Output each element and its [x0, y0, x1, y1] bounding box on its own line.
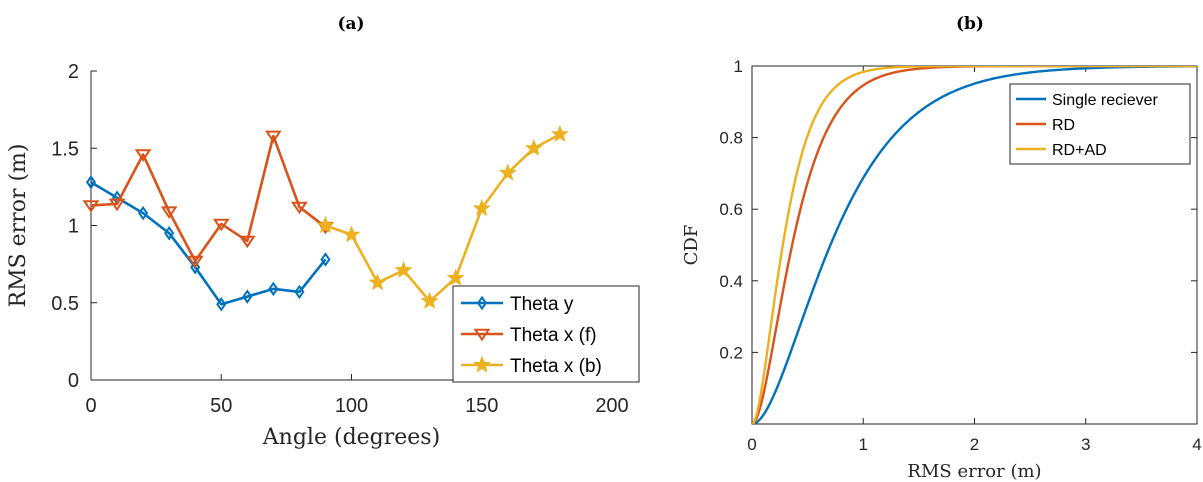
series-line-2 — [90, 134, 327, 263]
data-point-marker — [216, 297, 227, 312]
data-point-marker — [238, 235, 256, 249]
data-point-marker — [294, 284, 305, 300]
y-tick-label: 0.5 — [51, 293, 79, 315]
legend: Theta y Theta x (f) Theta x (b) — [452, 285, 640, 383]
data-point-marker — [498, 163, 517, 181]
data-point-marker — [242, 289, 253, 304]
data-point-marker — [268, 281, 279, 297]
legend-entry-label: RD+AD — [1052, 142, 1107, 159]
y-tick-label: 1 — [734, 57, 743, 76]
series-line-1 — [90, 181, 327, 306]
data-point-marker — [212, 218, 230, 232]
data-point-marker — [108, 198, 126, 212]
panel-b-label: (b) — [956, 14, 984, 34]
data-point-marker — [264, 130, 282, 144]
y-axis-label: CDF — [681, 225, 702, 266]
legend-entry-label: Single reciever — [1052, 92, 1159, 109]
x-tick-label: 3 — [1081, 435, 1090, 454]
chart-b: 0 1 2 3 4 0.2 0.4 0.6 0.8 1 RMS error (m) CDF Single… — [681, 57, 1202, 482]
y-axis-label: RMS error (m) — [6, 144, 31, 308]
x-tick-label: 0 — [85, 395, 96, 417]
data-point-marker — [472, 199, 491, 217]
x-tick-label: 1 — [859, 435, 868, 454]
legend-entry-label: RD — [1052, 117, 1075, 134]
y-tick-label: 0.8 — [719, 129, 743, 148]
legend-entry-label: Theta x (f) — [510, 325, 597, 346]
y-tick-label: 0.2 — [719, 343, 743, 362]
legend-entry-label: Theta y — [510, 294, 574, 315]
data-point-marker — [82, 200, 100, 213]
x-tick-label: 50 — [210, 395, 232, 417]
data-point-marker — [190, 259, 201, 275]
x-tick-label: 200 — [595, 395, 628, 417]
data-point-marker — [85, 174, 97, 190]
y-tick-label: 0.6 — [719, 200, 743, 219]
x-tick-label: 4 — [1192, 435, 1201, 454]
data-point-marker — [320, 252, 331, 267]
data-point-marker — [550, 124, 569, 142]
y-tick-label: 1.5 — [51, 138, 79, 160]
data-point-marker — [138, 205, 149, 221]
x-tick-label: 0 — [747, 435, 756, 454]
data-point-marker — [394, 260, 413, 278]
data-point-marker — [134, 149, 152, 162]
data-point-marker — [291, 201, 308, 215]
x-axis-label: Angle (degrees) — [262, 425, 440, 450]
panel-a-label: (a) — [337, 14, 365, 34]
data-point-marker — [342, 225, 361, 243]
x-tick-label: 100 — [335, 395, 368, 417]
x-tick-label: 150 — [465, 395, 498, 417]
y-tick-label: 0.4 — [719, 272, 743, 291]
data-point-marker — [316, 216, 335, 234]
data-point-marker — [420, 291, 439, 309]
legend-entry-label: Theta x (b) — [510, 356, 602, 377]
y-tick-label: 2 — [68, 61, 79, 83]
x-tick-label: 2 — [970, 435, 979, 454]
legend: Single reciever RD RD+AD — [1009, 83, 1191, 165]
data-point-marker — [368, 273, 387, 291]
data-point-marker — [524, 138, 543, 156]
y-tick-label: 0 — [68, 370, 79, 392]
x-axis-label: RMS error (m) — [907, 461, 1041, 482]
data-point-marker — [186, 255, 204, 269]
y-tick-label: 1 — [68, 216, 79, 238]
chart-a: 0 50 100 150 200 0 0.5 1 1.5 2 Angle (degrees) RMS … — [6, 61, 640, 450]
cdf-curve-3 — [752, 66, 1197, 424]
data-point-marker — [160, 206, 178, 219]
series-line-3 — [325, 133, 561, 303]
legend-swatch-marker — [473, 328, 491, 342]
data-point-marker — [164, 225, 175, 241]
data-point-marker — [446, 268, 465, 286]
legend-swatch-marker — [476, 295, 488, 311]
legend-swatch-marker — [473, 355, 491, 373]
